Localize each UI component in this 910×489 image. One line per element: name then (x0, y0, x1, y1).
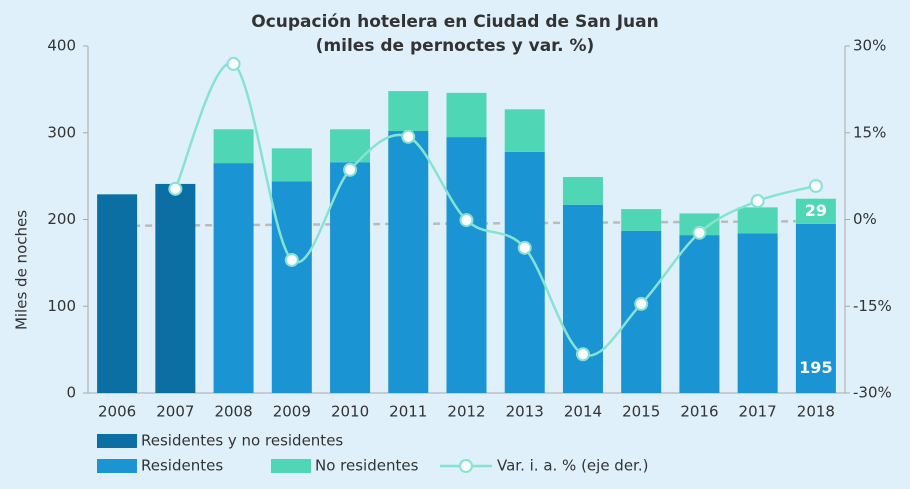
bar (330, 162, 371, 393)
y-tick-label: 0 (66, 384, 76, 402)
point (750, 193, 765, 208)
bar (621, 209, 662, 231)
legend-swatch (97, 459, 137, 473)
y-tick-label: 200 (47, 210, 76, 228)
point (634, 296, 649, 311)
point (808, 178, 823, 193)
x-tick-label: 2018 (797, 403, 835, 421)
x-tick-label: 2009 (273, 403, 311, 421)
bar (155, 183, 196, 393)
x-tick-label: 2015 (622, 403, 660, 421)
bar (446, 92, 487, 138)
legend-marker (459, 459, 473, 473)
x-tick-label: 2013 (506, 403, 544, 421)
bar (737, 233, 778, 393)
legend-swatch (97, 434, 137, 448)
y-tick-label: 400 (47, 37, 76, 55)
bar (97, 194, 138, 393)
bar (213, 129, 254, 164)
bar (679, 235, 720, 393)
x-tick-label: 2014 (564, 403, 602, 421)
bar (271, 181, 312, 393)
chart-subtitle: (miles de pernoctes y var. %) (316, 36, 595, 56)
legend-label: Var. i. a. % (eje der.) (497, 457, 648, 475)
point (459, 213, 474, 228)
x-tick-label: 2012 (447, 403, 485, 421)
y2-tick-label: 0% (853, 210, 877, 228)
x-tick-label: 2007 (156, 403, 194, 421)
point (284, 252, 299, 267)
bar (446, 137, 487, 393)
bar (795, 223, 836, 393)
legend-label: No residentes (315, 457, 419, 475)
bar (388, 131, 429, 393)
point (168, 181, 183, 196)
y2-tick-label: 15% (853, 123, 886, 141)
bar (504, 109, 545, 152)
y2-tick-label: 30% (853, 37, 886, 55)
x-tick-label: 2010 (331, 403, 369, 421)
bar (330, 129, 371, 163)
data-label: 29 (805, 201, 827, 220)
legend-label: Residentes y no residentes (141, 432, 343, 450)
legend-swatch (271, 459, 311, 473)
point (692, 225, 707, 240)
bar (679, 213, 720, 236)
x-tick-label: 2006 (98, 403, 136, 421)
x-tick-label: 2011 (389, 403, 427, 421)
x-tick-label: 2008 (214, 403, 252, 421)
y-axis-label: Miles de noches (13, 210, 31, 330)
bar (795, 198, 836, 224)
y-tick-label: 100 (47, 297, 76, 315)
point (575, 347, 590, 362)
x-tick-label: 2016 (680, 403, 718, 421)
bar (621, 230, 662, 393)
y-tick-label: 300 (47, 123, 76, 141)
x-tick-label: 2017 (739, 403, 777, 421)
point (517, 240, 532, 255)
data-label: 195 (799, 358, 832, 377)
bar (388, 91, 429, 132)
bar (562, 204, 603, 393)
point (401, 129, 416, 144)
y2-tick-label: -30% (853, 384, 892, 402)
y2-tick-label: -15% (853, 297, 892, 315)
point (226, 56, 241, 71)
chart-title: Ocupación hotelera en Ciudad de San Juan (251, 12, 659, 32)
bar (737, 207, 778, 234)
bar (213, 163, 254, 393)
bar (562, 176, 603, 205)
legend-label: Residentes (141, 457, 223, 475)
bar (271, 148, 312, 182)
point (343, 162, 358, 177)
